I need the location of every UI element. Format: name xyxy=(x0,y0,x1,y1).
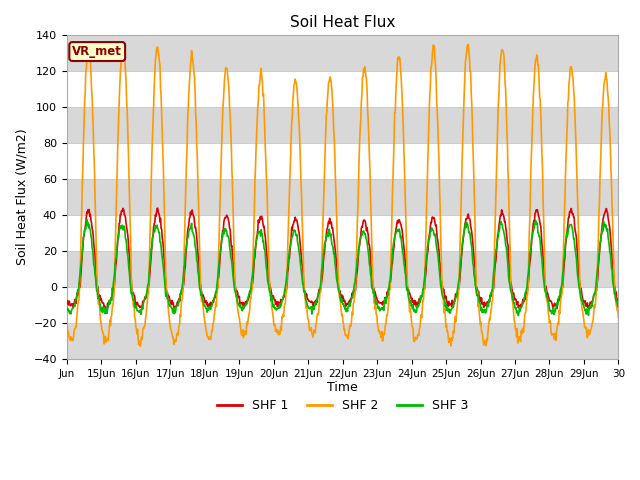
Line: SHF 3: SHF 3 xyxy=(67,220,618,315)
Bar xyxy=(67,323,618,359)
Line: SHF 2: SHF 2 xyxy=(67,42,618,346)
Bar xyxy=(67,179,618,215)
SHF 2 xyxy=(63,321,70,327)
SHF 1 xyxy=(596,237,604,243)
SHF 1 xyxy=(63,298,70,303)
SHF 3 xyxy=(90,262,98,268)
SHF 3 xyxy=(515,312,522,318)
Legend: SHF 1, SHF 2, SHF 3: SHF 1, SHF 2, SHF 3 xyxy=(212,395,474,418)
SHF 3 xyxy=(596,239,604,245)
SHF 1 xyxy=(90,233,97,239)
SHF 2 xyxy=(166,324,174,330)
SHF 1 xyxy=(614,300,622,305)
SHF 1 xyxy=(102,308,109,314)
SHF 2 xyxy=(389,175,397,181)
X-axis label: Time: Time xyxy=(327,382,358,395)
SHF 2 xyxy=(119,39,127,45)
SHF 2 xyxy=(90,127,97,133)
Bar xyxy=(67,36,618,72)
SHF 1 xyxy=(166,299,174,304)
Line: SHF 1: SHF 1 xyxy=(67,208,618,311)
SHF 2 xyxy=(136,343,144,349)
Y-axis label: Soil Heat Flux (W/m2): Soil Heat Flux (W/m2) xyxy=(15,129,28,265)
SHF 3 xyxy=(388,250,396,256)
SHF 2 xyxy=(293,85,301,91)
SHF 2 xyxy=(588,322,596,327)
Bar xyxy=(67,251,618,287)
SHF 1 xyxy=(389,252,397,258)
SHF 2 xyxy=(596,160,604,166)
Bar xyxy=(67,107,618,143)
SHF 3 xyxy=(63,305,70,311)
SHF 1 xyxy=(588,299,596,304)
SHF 3 xyxy=(292,233,300,239)
SHF 3 xyxy=(83,217,91,223)
SHF 1 xyxy=(293,217,301,223)
SHF 2 xyxy=(614,315,622,321)
Text: VR_met: VR_met xyxy=(72,45,122,58)
SHF 3 xyxy=(588,304,596,310)
SHF 1 xyxy=(154,205,161,211)
SHF 3 xyxy=(166,302,173,308)
SHF 3 xyxy=(614,305,622,311)
Title: Soil Heat Flux: Soil Heat Flux xyxy=(290,15,396,30)
